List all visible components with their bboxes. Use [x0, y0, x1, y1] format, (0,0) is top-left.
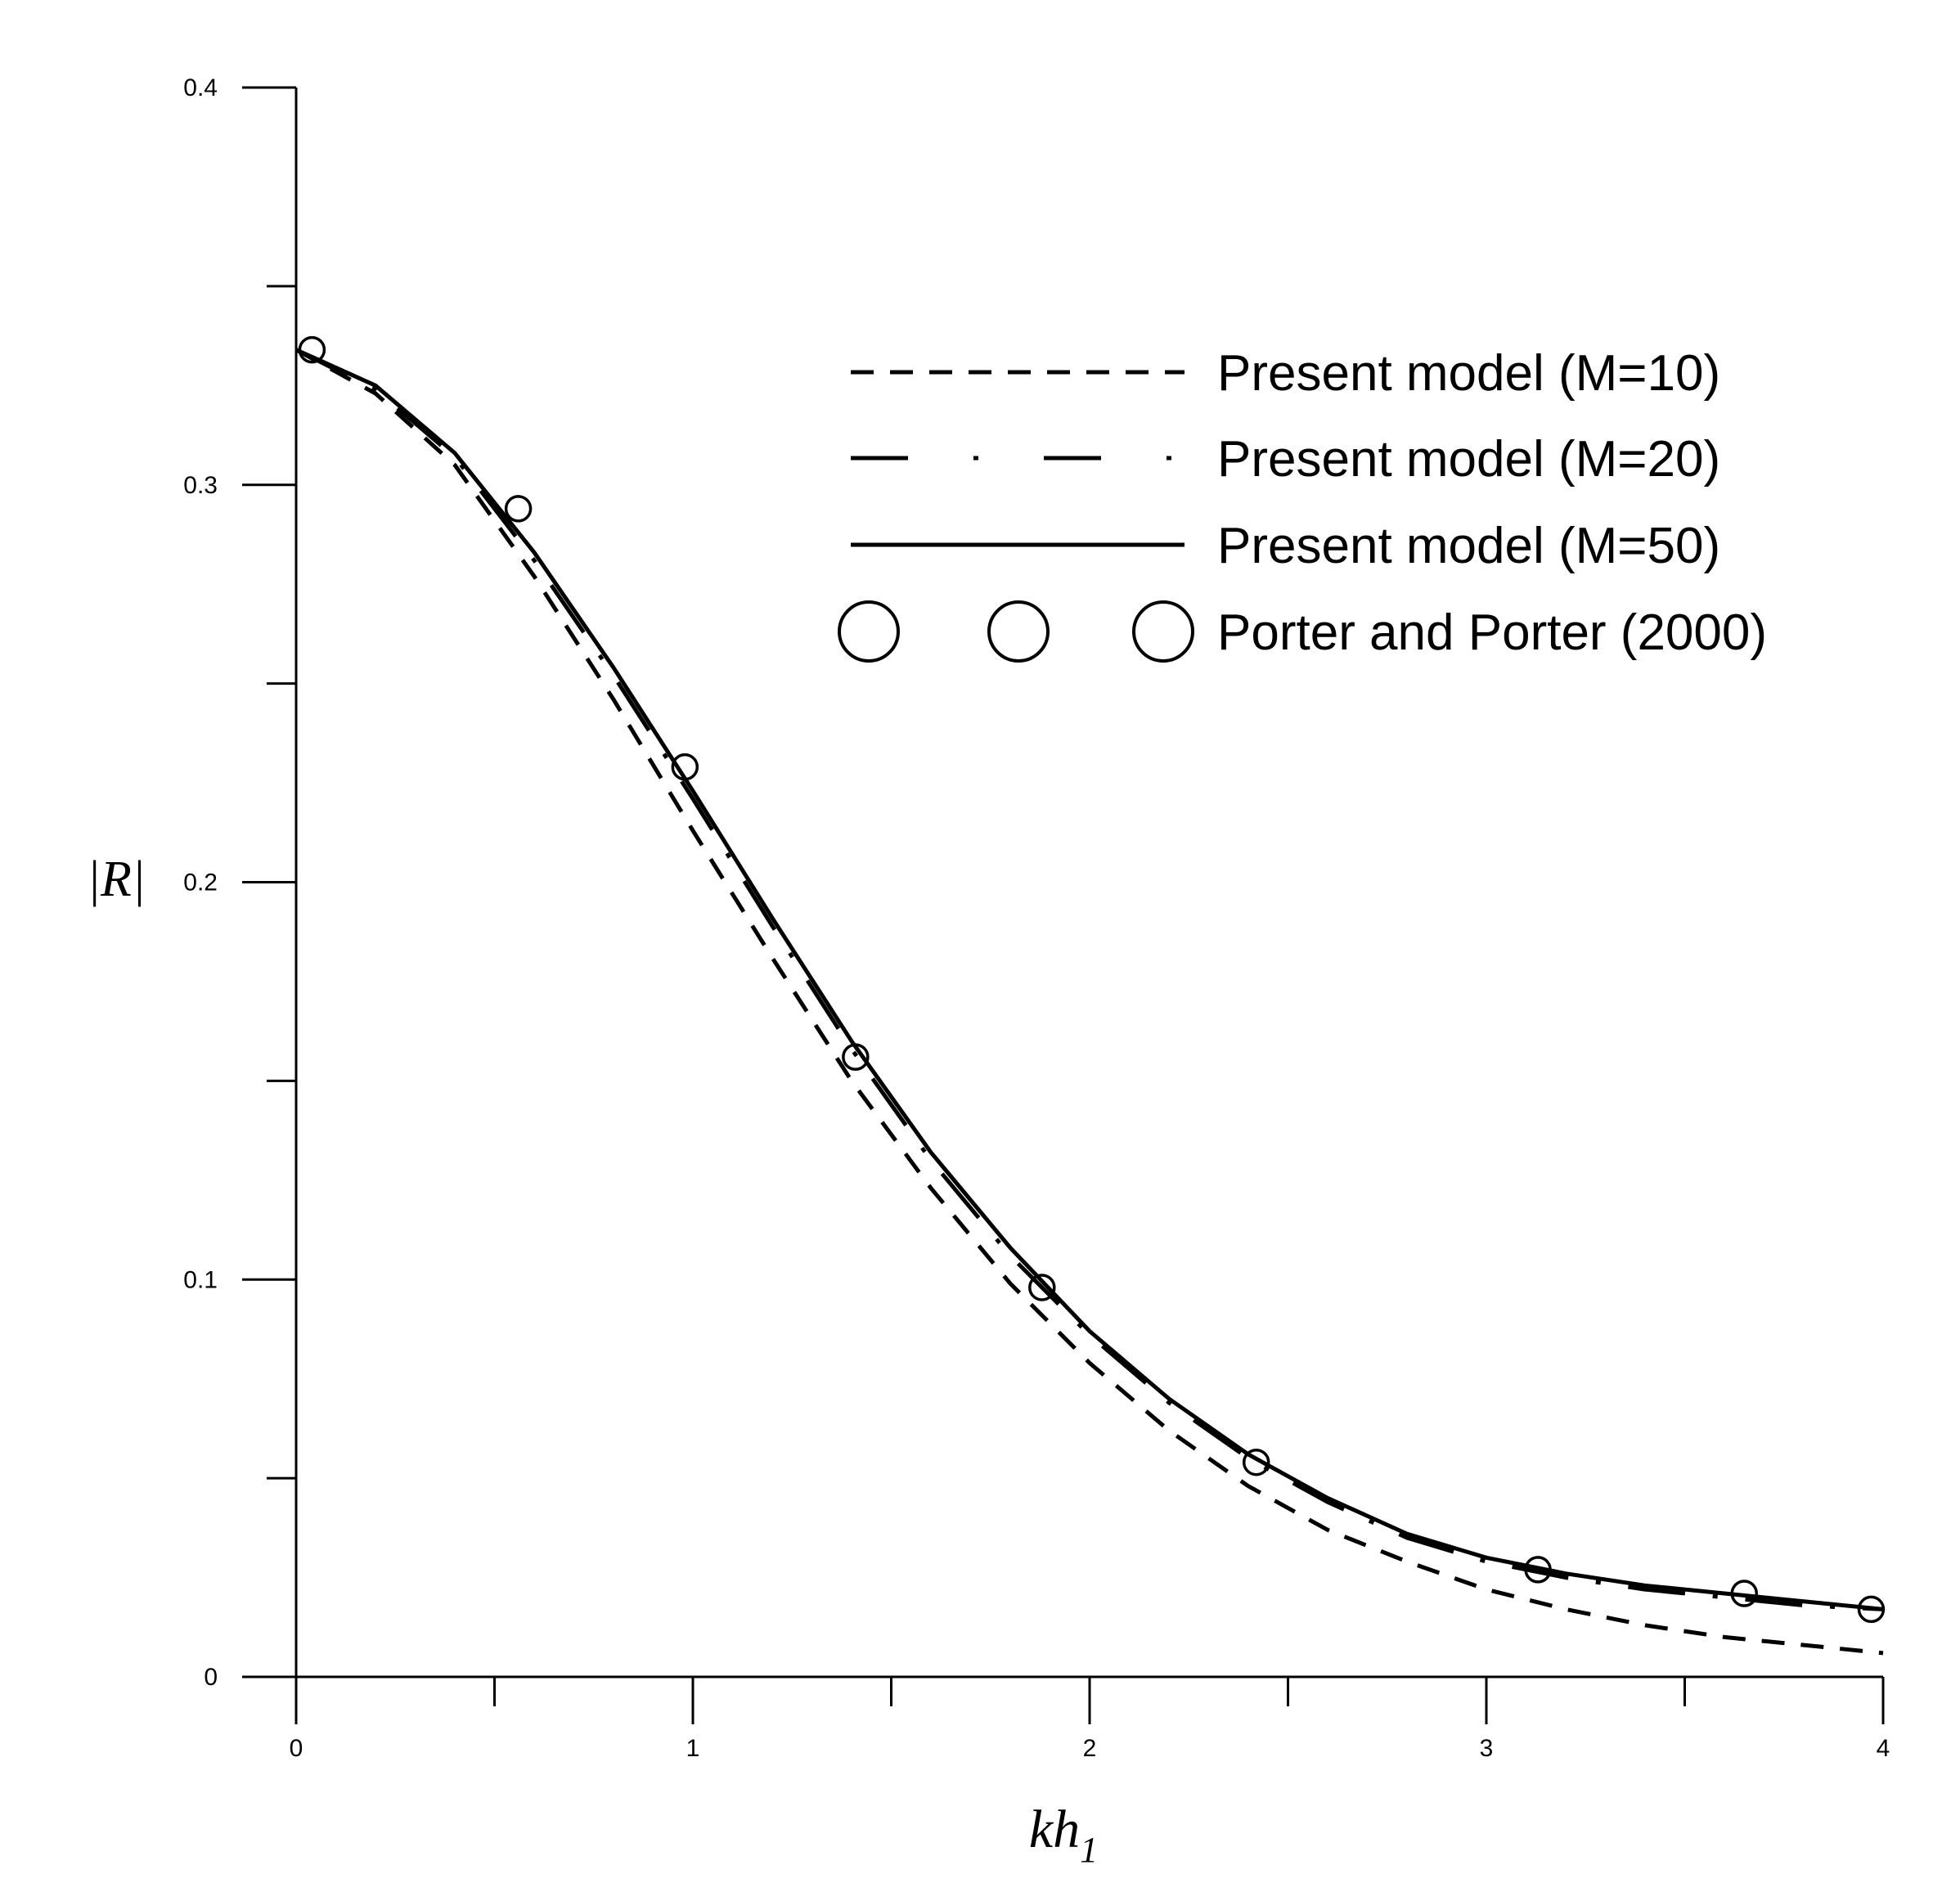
y-axis-title: |R| — [87, 852, 146, 907]
legend-item-present-model-m-10: Present model (M=10) — [851, 345, 1720, 402]
legend-label: Present model (M=10) — [1217, 345, 1720, 402]
legend-item-present-model-m-20: Present model (M=20) — [851, 431, 1720, 488]
legend-label: Porter and Porter (2000) — [1217, 604, 1767, 661]
x-axis-title-subscript: 1 — [1080, 1830, 1098, 1870]
x-axis-title-main: kh — [1029, 1800, 1080, 1859]
data-point — [298, 335, 326, 364]
y-tick-label: 0 — [204, 1664, 218, 1691]
x-tick-label: 4 — [1877, 1735, 1890, 1762]
y-tick-label: 0.3 — [183, 472, 218, 499]
data-point — [1730, 1580, 1758, 1607]
axes — [242, 88, 1883, 1700]
x-tick-label: 0 — [290, 1735, 303, 1762]
legend-label: Present model (M=20) — [1217, 431, 1720, 488]
data-point — [1524, 1556, 1552, 1584]
series-line-present-model-m-20 — [294, 348, 1884, 1611]
y-tick-label: 0.4 — [183, 74, 218, 101]
series-layer — [294, 335, 1886, 1656]
x-tick-label: 2 — [1083, 1735, 1097, 1762]
y-tick-label: 0.1 — [183, 1266, 218, 1293]
data-point — [1242, 1448, 1270, 1476]
data-point — [504, 495, 533, 523]
legend-item-present-model-m-50: Present model (M=50) — [851, 518, 1720, 574]
legend-marker — [838, 600, 900, 663]
series-line-present-model-m-10 — [294, 348, 1884, 1656]
legend-marker — [987, 600, 1050, 663]
data-point — [671, 753, 699, 781]
legend-label: Present model (M=50) — [1217, 518, 1720, 574]
legend: Present model (M=10) Present model (M=20)… — [838, 345, 1767, 663]
y-tick-label: 0.2 — [183, 870, 218, 897]
data-point — [1028, 1274, 1056, 1301]
series-line-present-model-m-50 — [294, 348, 1884, 1611]
series-porter-and-porter-2000 — [298, 335, 1886, 1624]
data-point — [842, 1043, 870, 1071]
legend-marker — [1132, 600, 1194, 663]
ticks: 0 1 2 3 4 0 0.1 0.2 0.3 0.4 — [183, 74, 1890, 1762]
data-point — [1857, 1595, 1886, 1624]
x-tick-label: 1 — [686, 1735, 700, 1762]
x-axis-title: kh1 — [1029, 1800, 1098, 1870]
x-tick-label: 3 — [1480, 1735, 1494, 1762]
legend-item-porter-and-porter-2000: Porter and Porter (2000) — [838, 600, 1767, 663]
